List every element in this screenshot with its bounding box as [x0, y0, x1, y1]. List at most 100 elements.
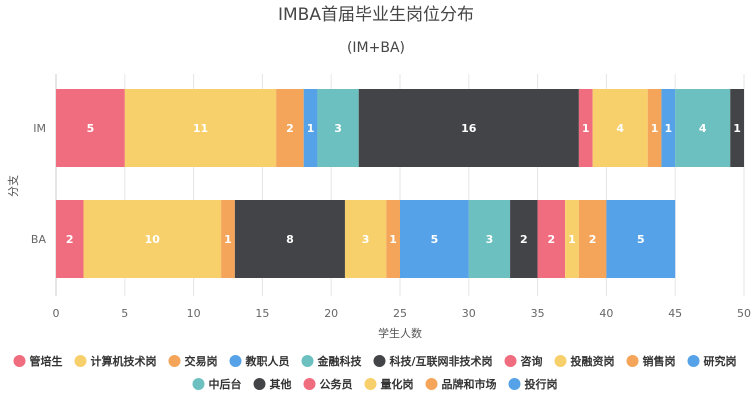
x-axis-title: 学生人数 [378, 326, 422, 340]
legend-item[interactable]: 销售岗 [626, 354, 676, 368]
legend-marker [508, 378, 521, 390]
bar-segment [56, 89, 125, 167]
x-tick-label: 30 [462, 307, 476, 320]
legend-item[interactable]: 中后台 [192, 377, 242, 391]
x-tick-label: 0 [53, 307, 60, 320]
bar-value-label: 5 [431, 233, 439, 246]
legend-label: 管培生 [29, 354, 62, 368]
bars-group: 5 11 2 1 3 16 1 4 1 1 4 12 10 1 8 3 1 5 3 2 2 1 2 5 [56, 89, 744, 278]
bar-value-label: 1 [664, 122, 672, 135]
bar-value-label: 2 [548, 233, 556, 246]
bar-value-label: 2 [520, 233, 528, 246]
bar-segment [358, 89, 579, 167]
y-tick-label: BA [31, 233, 47, 246]
legend-item[interactable]: 公务员 [303, 377, 353, 391]
bar-value-label: 5 [87, 122, 95, 135]
legend-marker [301, 355, 314, 367]
x-tick-label: 50 [737, 307, 751, 320]
legend-marker [364, 378, 377, 390]
legend: 管培生 计算机技术岗 交易岗 教职人员 金融科技 科技/互联网非技术岗 咨询 投融资岗 销售岗 研… [13, 354, 737, 391]
x-tick-label: 10 [187, 307, 201, 320]
bar-value-label: 1 [224, 233, 232, 246]
legend-label: 量化岗 [381, 377, 414, 391]
bar-value-label: 1 [651, 122, 659, 135]
bar-value-label: 1 [733, 122, 741, 135]
legend-item[interactable]: 交易岗 [168, 354, 217, 368]
legend-marker [425, 378, 438, 390]
chart-subtitle: (IM+BA) [347, 40, 405, 56]
legend-marker [13, 355, 26, 367]
legend-label: 投行岗 [525, 377, 558, 391]
bar-segment [303, 89, 318, 167]
bar-value-label: 5 [637, 233, 645, 246]
legend-label: 交易岗 [184, 354, 217, 368]
legend-label: 销售岗 [643, 354, 676, 368]
legend-item[interactable]: 计算机技术岗 [74, 354, 156, 368]
bar-segment [661, 89, 676, 167]
legend-item[interactable]: 其他 [253, 377, 292, 391]
legend-marker [373, 355, 386, 367]
legend-item[interactable]: 量化岗 [364, 377, 414, 391]
chart-title: IMBA首届毕业生岗位分布 [278, 5, 474, 25]
bar-value-label: 1 [389, 233, 397, 246]
legend-marker [554, 355, 567, 367]
legend-label: 其他 [270, 377, 292, 391]
bar-segment [468, 200, 511, 278]
legend-marker [504, 355, 517, 367]
bar-value-label: 10 [145, 233, 161, 246]
legend-marker [303, 378, 316, 390]
legend-item[interactable]: 咨询 [504, 354, 543, 368]
bar-segment [606, 200, 676, 278]
legend-marker [192, 378, 205, 390]
y-axis-title: 分支 [7, 175, 20, 197]
legend-label: 科技/互联网非技术岗 [389, 354, 492, 368]
bar-value-label: 3 [334, 122, 342, 135]
y-tick-label: IM [33, 122, 46, 135]
legend-item[interactable]: 品牌和市场 [425, 377, 497, 391]
legend-label: 教职人员 [244, 354, 289, 368]
bar-segment [578, 89, 593, 167]
legend-label: 中后台 [209, 377, 242, 391]
legend-item[interactable]: 金融科技 [301, 354, 362, 368]
bar-segment [565, 200, 579, 278]
legend-label: 计算机技术岗 [90, 354, 156, 368]
bar-segment [730, 89, 744, 167]
bar-segment [276, 89, 304, 167]
bar-value-label: 2 [589, 233, 597, 246]
legend-label: 公务员 [320, 377, 353, 391]
legend-item[interactable]: 投融资岗 [554, 354, 615, 368]
bar-value-label: 3 [362, 233, 370, 246]
bar-segment [344, 200, 387, 278]
legend-item[interactable]: 研究岗 [687, 354, 737, 368]
bar-segment [234, 200, 345, 278]
bar-segment [124, 89, 277, 167]
bar-value-label: 1 [582, 122, 590, 135]
bar-segment [221, 200, 235, 278]
bar-value-label: 8 [286, 233, 294, 246]
legend-label: 品牌和市场 [442, 377, 497, 391]
bar-segment [83, 200, 222, 278]
legend-marker [168, 355, 181, 367]
bar-segment [317, 89, 359, 167]
legend-label: 咨询 [521, 354, 543, 368]
bar-value-label: 4 [699, 122, 707, 135]
legend-item[interactable]: 投行岗 [508, 377, 558, 391]
bar-value-label: 11 [193, 122, 208, 135]
x-axis-ticks: 0 5 10 15 20 25 30 35 40 45 50 [53, 307, 752, 320]
bar-segment [592, 89, 648, 167]
bar-value-label: 4 [616, 122, 624, 135]
legend-item[interactable]: 管培生 [13, 354, 62, 368]
bar-value-label: 16 [461, 122, 477, 135]
x-tick-label: 25 [393, 307, 407, 320]
bar-segment [675, 89, 731, 167]
bar-value-label: 2 [286, 122, 294, 135]
legend-marker [687, 355, 700, 367]
legend-marker [229, 355, 242, 367]
legend-item[interactable]: 科技/互联网非技术岗 [373, 354, 493, 368]
bar-segment [647, 89, 662, 167]
legend-label: 研究岗 [704, 354, 737, 368]
bar-segment [386, 200, 400, 278]
legend-label: 投融资岗 [571, 354, 615, 368]
legend-item[interactable]: 教职人员 [229, 354, 289, 368]
